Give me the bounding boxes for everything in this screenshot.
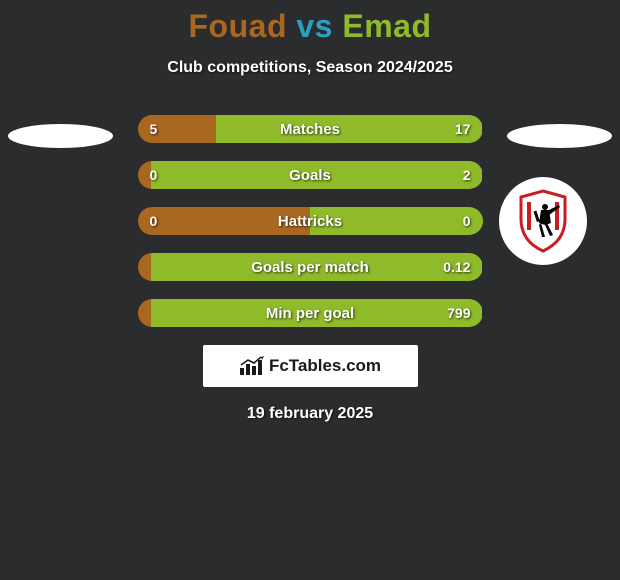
title-vs: vs (296, 8, 333, 44)
stat-bar-left (138, 207, 311, 235)
stat-bar-right (151, 253, 482, 281)
stat-row: Matches517 (138, 115, 483, 143)
stat-row: Hattricks00 (138, 207, 483, 235)
player1-avatar (8, 124, 113, 148)
stats-bars: Matches517 Goals02 Hattricks00 Goals per ma… (138, 115, 483, 327)
comparison-title: Fouad vs Emad (0, 8, 620, 45)
shield-icon (515, 189, 571, 253)
stat-row: Goals02 (138, 161, 483, 189)
stat-bar-left (138, 115, 216, 143)
stat-bar-left (138, 253, 152, 281)
stat-bar-right (151, 161, 482, 189)
brand-text: FcTables.com (269, 356, 381, 376)
title-player1: Fouad (189, 8, 287, 44)
player2-avatar (507, 124, 612, 148)
stat-bar-left (138, 161, 152, 189)
chart-icon (239, 356, 265, 376)
snapshot-date: 19 february 2025 (0, 405, 620, 423)
stat-bar-left (138, 299, 152, 327)
team-logo (499, 177, 587, 265)
subtitle: Club competitions, Season 2024/2025 (0, 59, 620, 77)
stat-row: Goals per match0.12 (138, 253, 483, 281)
stat-bar-right (151, 299, 482, 327)
stat-bar-right (216, 115, 483, 143)
stat-row: Min per goal799 (138, 299, 483, 327)
brand-box: FcTables.com (203, 345, 418, 387)
stat-bar-right (310, 207, 483, 235)
title-player2: Emad (342, 8, 431, 44)
